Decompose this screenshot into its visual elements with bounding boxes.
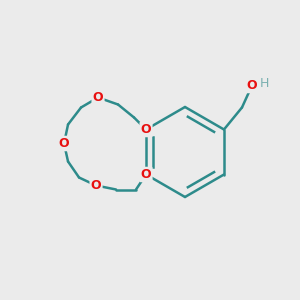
Text: O: O bbox=[141, 123, 151, 136]
Text: O: O bbox=[141, 168, 151, 181]
Text: O: O bbox=[247, 79, 257, 92]
Text: O: O bbox=[93, 91, 103, 104]
Text: O: O bbox=[91, 179, 101, 192]
Text: O: O bbox=[59, 137, 69, 150]
Text: H: H bbox=[259, 77, 269, 90]
